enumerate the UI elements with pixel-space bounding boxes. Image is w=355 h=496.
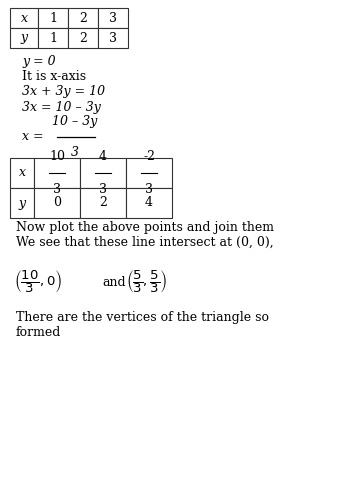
Text: 3: 3 (71, 146, 79, 159)
Text: 3: 3 (145, 183, 153, 196)
Text: formed: formed (16, 325, 61, 338)
Bar (126, 188, 172, 218)
Bar (80, 188, 126, 218)
Text: 3x + 3y = 10: 3x + 3y = 10 (22, 85, 105, 99)
Text: x: x (21, 11, 27, 24)
Bar (38, 8, 68, 28)
Text: $\left(\dfrac{10}{3},0\right)$: $\left(\dfrac{10}{3},0\right)$ (14, 268, 62, 296)
Bar (38, 28, 68, 48)
Bar (10, 158, 34, 188)
Text: y: y (21, 32, 28, 45)
Text: -2: -2 (143, 150, 155, 163)
Bar (34, 158, 80, 188)
Text: 1: 1 (49, 32, 57, 45)
Bar (126, 158, 172, 188)
Bar (68, 8, 98, 28)
Text: 4: 4 (145, 196, 153, 209)
Text: Now plot the above points and join them: Now plot the above points and join them (16, 222, 274, 235)
Text: y: y (18, 196, 26, 209)
Bar (98, 28, 128, 48)
Text: 10: 10 (49, 150, 65, 163)
Bar (34, 188, 80, 218)
Text: 3: 3 (109, 11, 117, 24)
Text: 10 – 3y: 10 – 3y (52, 115, 98, 128)
Text: 3: 3 (53, 183, 61, 196)
Bar (10, 8, 38, 28)
Text: We see that these line intersect at (0, 0),: We see that these line intersect at (0, … (16, 236, 274, 248)
Text: 2: 2 (99, 196, 107, 209)
Text: There are the vertices of the triangle so: There are the vertices of the triangle s… (16, 311, 269, 324)
Bar (10, 28, 38, 48)
Text: 2: 2 (79, 32, 87, 45)
Text: 3x = 10 – 3y: 3x = 10 – 3y (22, 101, 101, 114)
Bar (10, 188, 34, 218)
Text: 2: 2 (79, 11, 87, 24)
Text: 3: 3 (109, 32, 117, 45)
Text: 4: 4 (99, 150, 107, 163)
Text: x: x (18, 167, 26, 180)
Text: 3: 3 (99, 183, 107, 196)
Text: 1: 1 (49, 11, 57, 24)
Text: $\left(\dfrac{5}{3},\dfrac{5}{3}\right)$: $\left(\dfrac{5}{3},\dfrac{5}{3}\right)$ (126, 268, 168, 296)
Text: It is x-axis: It is x-axis (22, 70, 86, 83)
Text: and: and (102, 275, 126, 289)
Bar (98, 8, 128, 28)
Bar (80, 158, 126, 188)
Bar (68, 28, 98, 48)
Text: x =: x = (22, 129, 44, 142)
Text: 0: 0 (53, 196, 61, 209)
Text: y = 0: y = 0 (22, 56, 56, 68)
